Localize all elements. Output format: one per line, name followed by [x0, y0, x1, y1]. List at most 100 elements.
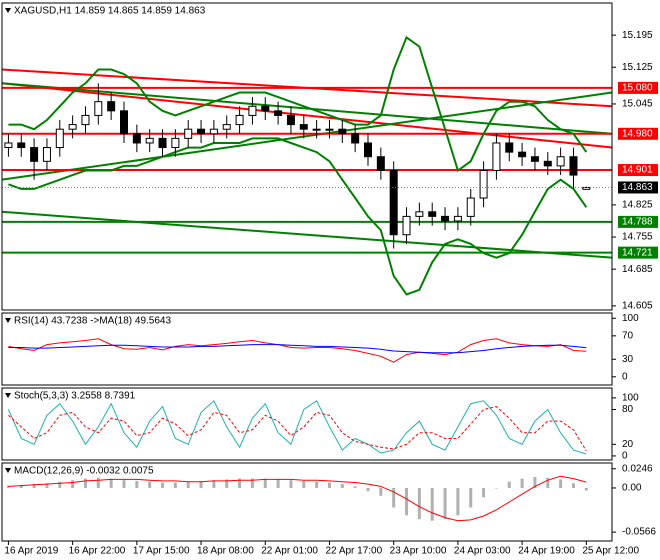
histogram-bar: [45, 483, 49, 488]
indicator-line: [8, 475, 587, 522]
histogram-bar: [533, 477, 537, 488]
histogram-bar: [263, 478, 267, 488]
candle-body: [389, 169, 398, 236]
candle-body: [222, 124, 231, 130]
level-label: 15.080: [622, 83, 653, 94]
trend-line: [2, 82, 612, 135]
histogram-bar: [417, 487, 421, 520]
candle-body: [158, 137, 167, 149]
candle-body: [248, 105, 257, 116]
histogram-bar: [109, 478, 113, 488]
x-tick-label: 25 Apr 12:00: [582, 546, 639, 557]
histogram-bar: [327, 482, 331, 488]
candle-body: [556, 156, 565, 167]
last-price-label: 14.863: [622, 182, 653, 193]
histogram-bar: [148, 481, 152, 488]
histogram-bar: [340, 484, 344, 488]
candle-body: [569, 156, 578, 176]
y-tick-label: 70: [622, 330, 634, 341]
histogram-bar: [507, 481, 511, 488]
level-tag: [618, 127, 658, 140]
candle-body: [518, 151, 527, 158]
histogram-bar: [482, 487, 486, 498]
title-icon: [5, 468, 11, 473]
histogram-bar: [173, 482, 177, 488]
x-tick-label: 18 Apr 08:00: [197, 546, 254, 557]
candle-body: [68, 124, 77, 130]
y-tick-label: 0.0246: [622, 463, 653, 474]
x-tick-label: 16 Apr 2019: [4, 546, 58, 557]
candle-body: [235, 114, 244, 126]
panel-frame: [1, 2, 613, 311]
candle-body: [364, 142, 372, 158]
histogram-bar: [302, 480, 306, 488]
histogram-bar: [58, 481, 62, 488]
panel: [7, 399, 587, 455]
x-tick-label: 24 Apr 19:00: [518, 546, 575, 557]
candle-body: [209, 128, 218, 135]
x-tick-label: 23 Apr 10:00: [390, 546, 447, 557]
level-label: 14.788: [622, 217, 653, 228]
y-tick-label: 15.195: [622, 30, 653, 41]
panel-title: Stoch(5,3,3) 3.2558 8.7391: [14, 391, 136, 402]
candle-body: [55, 128, 64, 149]
trend-line: [2, 82, 612, 149]
histogram-bar: [225, 479, 229, 488]
histogram-bar: [430, 487, 434, 521]
candle-body: [286, 114, 295, 126]
indicator-line: [7, 399, 587, 455]
candle-body: [107, 101, 116, 112]
last-price-tag: [618, 181, 658, 194]
candle-body: [145, 137, 154, 144]
x-tick-label: 22 Apr 17:00: [325, 546, 382, 557]
candle-body: [184, 128, 193, 139]
candle-body: [479, 169, 488, 199]
level-label: 14.980: [622, 128, 653, 139]
level-tag: [618, 215, 658, 228]
candle-body: [81, 114, 90, 126]
candle-body: [120, 110, 128, 135]
histogram-bar: [19, 484, 23, 488]
histogram-bar: [199, 480, 203, 488]
candle-body: [402, 215, 411, 236]
y-tick-label: 0: [622, 451, 628, 462]
candle-body: [338, 128, 347, 135]
candle-body: [4, 142, 13, 149]
level-tag: [618, 81, 658, 94]
candle-body: [261, 105, 270, 112]
histogram-bar: [571, 483, 575, 488]
histogram-bar: [520, 478, 524, 488]
trend-line: [2, 91, 612, 181]
candle-body: [582, 186, 591, 190]
candle-body: [325, 128, 334, 131]
panel: [6, 475, 588, 522]
histogram-bar: [122, 480, 126, 488]
y-tick-label: 14.825: [622, 200, 653, 211]
candle-body: [274, 110, 283, 116]
candle-body: [376, 156, 385, 171]
y-tick-label: 14.685: [622, 264, 653, 275]
panel: [8, 338, 587, 363]
candle-body: [171, 137, 180, 149]
histogram-bar: [212, 480, 216, 488]
histogram-bar: [392, 487, 396, 508]
panel-frame: [1, 312, 613, 386]
panel-frame: [1, 462, 613, 542]
histogram-bar: [559, 479, 563, 488]
histogram-bar: [366, 487, 370, 492]
level-tag: [618, 246, 658, 259]
x-tick-label: 16 Apr 22:00: [69, 546, 126, 557]
y-tick-label: 0: [622, 371, 628, 382]
histogram-bar: [443, 487, 447, 520]
y-tick-label: -0.0566: [622, 527, 656, 538]
histogram-bar: [546, 477, 550, 488]
histogram-bar: [32, 484, 36, 488]
candle-body: [197, 128, 206, 135]
histogram-bar: [276, 479, 280, 488]
y-tick-label: 100: [622, 313, 639, 324]
histogram-bar: [135, 480, 139, 488]
candle-body: [415, 211, 424, 217]
candle-body: [299, 124, 308, 130]
